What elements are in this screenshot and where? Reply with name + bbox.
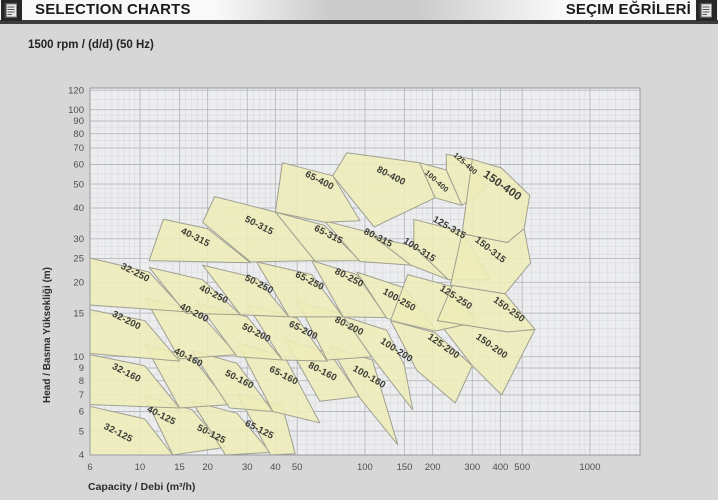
region-40-315[interactable] <box>148 218 251 264</box>
y-tick-label-120: 120 <box>68 85 84 96</box>
y-tick-label-8: 8 <box>79 376 84 387</box>
page-title: SELECTION CHARTS <box>35 1 191 18</box>
y-tick-label-25: 25 <box>73 254 84 265</box>
plot-border <box>89 87 641 456</box>
x-tick-label-100: 100 <box>357 462 373 473</box>
document-chart-icon-glyph <box>4 3 17 18</box>
y-tick-label-7: 7 <box>79 390 84 401</box>
page-title-turkish: SEÇIM EĞRİLERİ <box>565 1 691 18</box>
document-chart-icon <box>696 0 717 21</box>
y-tick-label-40: 40 <box>73 203 84 214</box>
y-tick-label-60: 60 <box>73 160 84 171</box>
y-tick-label-100: 100 <box>68 105 84 116</box>
y-tick-label-70: 70 <box>73 143 84 154</box>
y-axis-title: Head / Basma Yüksekliği (m) <box>42 267 53 403</box>
y-tick-label-9: 9 <box>79 363 84 374</box>
y-tick-label-30: 30 <box>73 234 84 245</box>
y-tick-label-20: 20 <box>73 278 84 289</box>
region-100-200[interactable] <box>342 315 414 411</box>
document-chart-icon-glyph <box>699 3 712 18</box>
x-tick-label-40: 40 <box>270 462 281 473</box>
y-tick-label-6: 6 <box>79 407 84 418</box>
x-tick-label-20: 20 <box>202 462 213 473</box>
chart-subtitle: 1500 rpm / (d/d) (50 Hz) <box>28 39 154 51</box>
x-tick-label-1000: 1000 <box>579 462 600 473</box>
pump-regions <box>89 152 536 456</box>
y-tick-label-4: 4 <box>79 450 84 461</box>
tick-labels: 6 10 15 20 30 40 50 100 150 200 300 400 500 1000 4 5 6 7 8… <box>68 85 600 473</box>
x-tick-label-50: 50 <box>292 462 303 473</box>
region-80-400[interactable] <box>332 152 436 228</box>
x-tick-label-30: 30 <box>242 462 253 473</box>
region-65-400[interactable] <box>274 162 361 223</box>
region-125-200[interactable] <box>390 320 473 404</box>
x-tick-label-500: 500 <box>514 462 530 473</box>
y-tick-label-80: 80 <box>73 129 84 140</box>
region-50-315[interactable] <box>202 196 316 263</box>
x-tick-label-6: 6 <box>87 462 92 473</box>
x-tick-label-200: 200 <box>425 462 441 473</box>
y-tick-label-15: 15 <box>73 308 84 319</box>
header: SELECTION CHARTS SEÇIM EĞRİLERİ <box>0 0 718 24</box>
y-tick-label-5: 5 <box>79 426 84 437</box>
x-tick-label-400: 400 <box>492 462 508 473</box>
x-tick-label-10: 10 <box>135 462 146 473</box>
region-150-400[interactable] <box>461 158 531 243</box>
y-tick-label-10: 10 <box>73 352 84 363</box>
x-tick-label-300: 300 <box>464 462 480 473</box>
y-tick-label-50: 50 <box>73 179 84 190</box>
x-tick-label-15: 15 <box>174 462 185 473</box>
document-chart-icon <box>1 0 22 21</box>
x-axis-title: Capacity / Debi (m³/h) <box>88 481 195 493</box>
x-tick-label-150: 150 <box>397 462 413 473</box>
y-tick-label-90: 90 <box>73 116 84 127</box>
